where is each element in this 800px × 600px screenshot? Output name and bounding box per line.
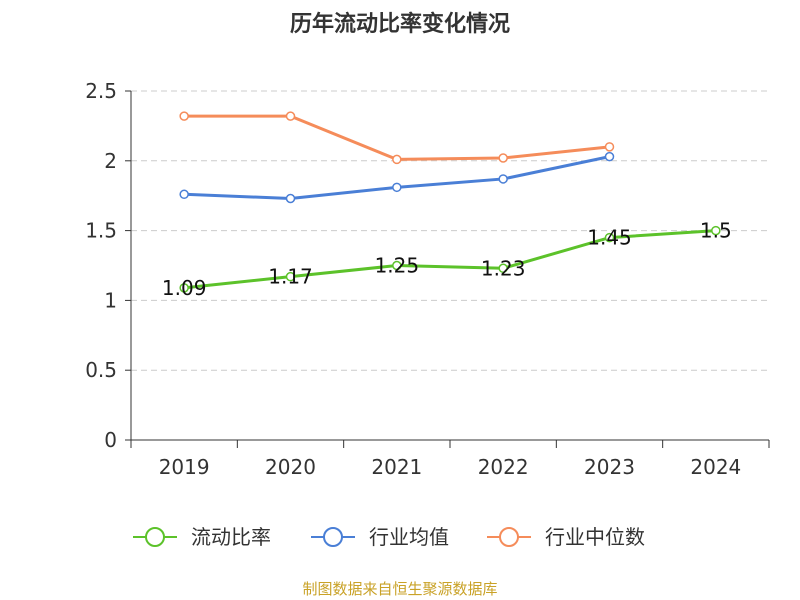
legend-marker <box>323 527 343 547</box>
data-point <box>392 154 402 165</box>
y-tick-label: 0 <box>104 428 117 452</box>
legend-marker <box>499 527 519 547</box>
data-label: 1.23 <box>481 256 526 280</box>
x-tick-label: 2024 <box>690 455 741 479</box>
data-point <box>392 260 402 271</box>
data-label: 1.5 <box>700 219 732 243</box>
data-point <box>179 111 189 121</box>
data-point <box>604 151 615 162</box>
x-tick-label: 2019 <box>159 455 210 479</box>
x-tick-label: 2021 <box>371 455 422 479</box>
data-point <box>179 189 189 200</box>
legend-marker <box>145 527 165 547</box>
data-point <box>392 182 402 193</box>
data-label: 1.09 <box>162 276 207 300</box>
y-tick-label: 0.5 <box>85 358 117 382</box>
data-point <box>285 111 296 121</box>
data-point <box>498 263 508 274</box>
data-point <box>498 153 508 163</box>
x-tick-label: 2022 <box>478 455 529 479</box>
data-point <box>604 142 615 152</box>
legend-label: 流动比率 <box>191 525 271 549</box>
series-line <box>184 229 716 290</box>
legend-label: 行业中位数 <box>545 525 645 549</box>
data-point <box>285 193 296 204</box>
data-point <box>604 232 615 243</box>
data-label: 1.25 <box>375 254 420 278</box>
series-line <box>184 114 610 161</box>
data-point <box>711 225 721 236</box>
y-tick-label: 1 <box>104 288 117 312</box>
data-label: 1.17 <box>268 265 313 289</box>
legend-label: 行业均值 <box>369 525 449 549</box>
data-point <box>285 271 296 282</box>
chart-title: 历年流动比率变化情况 <box>289 12 510 37</box>
y-tick-label: 1.5 <box>85 219 117 243</box>
y-tick-label: 2 <box>104 149 117 173</box>
x-tick-label: 2023 <box>584 455 635 479</box>
data-point <box>179 283 189 293</box>
data-label: 1.45 <box>587 226 632 250</box>
x-tick-label: 2020 <box>265 455 316 479</box>
y-tick-label: 2.5 <box>85 79 117 103</box>
source-note: 制图数据来自恒生聚源数据库 <box>302 580 498 598</box>
data-point <box>498 174 508 184</box>
